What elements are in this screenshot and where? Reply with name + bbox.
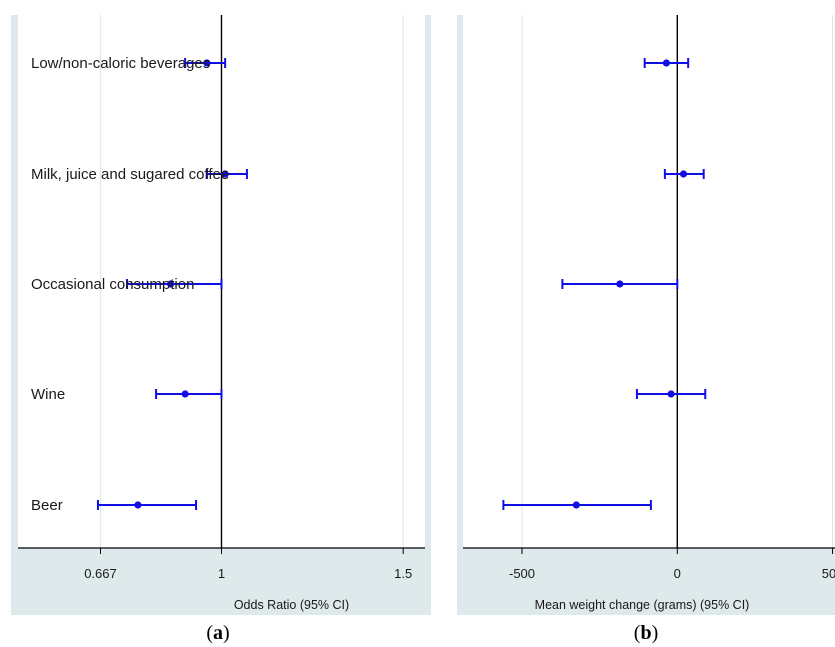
x-tick-label: 1 bbox=[218, 566, 225, 581]
x-axis-title: Mean weight change (grams) (95% CI) bbox=[535, 598, 750, 612]
point-estimate bbox=[167, 280, 175, 288]
x-tick-label: 1.5 bbox=[394, 566, 412, 581]
point-estimate bbox=[679, 170, 688, 178]
category-label: Occasional consumption bbox=[31, 276, 194, 293]
category-label: Beer bbox=[31, 497, 63, 514]
point-estimate bbox=[221, 170, 229, 178]
point-estimate bbox=[667, 390, 675, 398]
point-estimate bbox=[203, 59, 211, 67]
x-axis-title: Odds Ratio (95% CI) bbox=[234, 598, 349, 612]
plot-area bbox=[463, 15, 835, 548]
category-label: Milk, juice and sugared coffee bbox=[31, 166, 229, 183]
panel-a-letter: a bbox=[213, 622, 223, 644]
panel-a-caption: (a) bbox=[206, 622, 230, 644]
point-estimate bbox=[181, 390, 189, 398]
category-label: Wine bbox=[31, 386, 65, 403]
panel-b-caption: (b) bbox=[633, 622, 659, 644]
panel-b-chart: -500 0 500 Mean weight change (grams) (95% … bbox=[457, 15, 835, 615]
x-tick-label: -500 bbox=[509, 566, 535, 581]
category-label: Low/non-caloric beverages bbox=[31, 55, 210, 72]
panel-a-chart: 0.667 1 1.5 Odds Ratio (95% CI) Low/non-calo… bbox=[11, 15, 431, 615]
point-estimate bbox=[662, 59, 671, 67]
x-tick-label: 0 bbox=[674, 566, 681, 581]
point-estimate bbox=[572, 501, 580, 509]
x-tick-label: 500 bbox=[822, 566, 835, 581]
panel-b-letter: b bbox=[640, 622, 652, 644]
point-estimate bbox=[616, 280, 624, 288]
x-tick-label: 0.667 bbox=[84, 566, 117, 581]
point-estimate bbox=[134, 501, 142, 509]
